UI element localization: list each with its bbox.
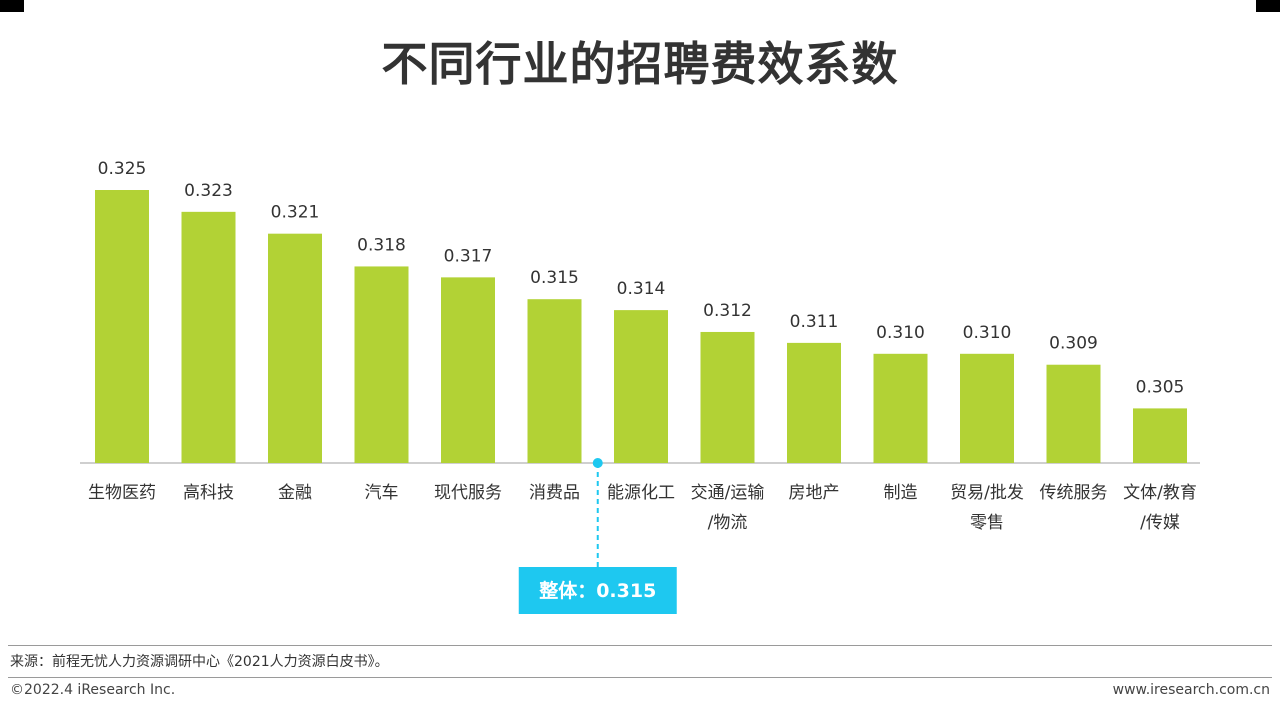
footer-divider-bottom <box>8 677 1272 678</box>
category-label: 生物医药 <box>88 483 156 503</box>
category-label: /物流 <box>708 513 748 533</box>
category-label: 交通/运输 <box>691 483 765 503</box>
bar-chart: 0.325 生物医药 0.323 高科技 0.321 金融 0.318 汽车 0.317 现代服务… <box>80 159 1200 614</box>
copyright-text: ©2022.4 iResearch Inc. <box>10 682 176 698</box>
category-label: 房地产 <box>789 483 840 503</box>
category-label: 高科技 <box>183 483 234 503</box>
category-label: 消费品 <box>529 483 580 503</box>
bar <box>873 353 928 463</box>
footer-divider-top <box>8 645 1272 646</box>
bar <box>960 353 1014 463</box>
bar <box>441 277 495 463</box>
bar <box>268 233 322 463</box>
category-label: 汽车 <box>365 483 399 503</box>
bar <box>354 266 409 463</box>
bar <box>1133 408 1187 463</box>
website-url: www.iresearch.com.cn <box>1112 682 1270 698</box>
reference-marker-dot <box>592 458 603 468</box>
category-label: 制造 <box>884 483 918 503</box>
bar-value-label: 0.305 <box>1136 377 1185 397</box>
category-label: 零售 <box>970 513 1004 533</box>
source-note: 来源：前程无忧人力资源调研中心《2021人力资源白皮书》。 <box>10 654 389 670</box>
bar <box>95 190 149 463</box>
bar-value-label: 0.323 <box>184 181 233 201</box>
bar-value-label: 0.325 <box>98 159 147 179</box>
bar <box>700 331 755 463</box>
bar <box>614 310 668 463</box>
bar <box>527 299 582 463</box>
category-label: /传媒 <box>1140 513 1180 533</box>
bar-value-label: 0.312 <box>703 301 752 321</box>
bar <box>181 211 236 463</box>
overall-callout-label: 整体：0.315 <box>539 579 656 602</box>
overall-callout-box <box>518 567 677 614</box>
category-label: 传统服务 <box>1040 483 1108 503</box>
bar-value-label: 0.321 <box>271 203 320 223</box>
bar-value-label: 0.311 <box>790 312 839 332</box>
bar <box>787 342 841 463</box>
category-label: 贸易/批发 <box>950 483 1024 503</box>
category-label: 金融 <box>278 483 312 503</box>
bar-value-label: 0.310 <box>963 323 1012 343</box>
category-label: 能源化工 <box>607 483 675 503</box>
page-title: 不同行业的招聘费效系数 <box>381 37 899 91</box>
corner-mark-left <box>0 0 24 12</box>
category-label: 文体/教育 <box>1123 483 1197 503</box>
bar-value-label: 0.315 <box>530 268 579 288</box>
bar-value-label: 0.309 <box>1049 334 1098 354</box>
bar <box>1046 364 1101 463</box>
bar-value-label: 0.317 <box>444 246 493 266</box>
bar-value-label: 0.318 <box>357 235 406 255</box>
bar-value-label: 0.314 <box>617 279 666 299</box>
corner-mark-right <box>1256 0 1280 12</box>
bar-value-label: 0.310 <box>876 323 925 343</box>
category-label: 现代服务 <box>434 483 502 503</box>
